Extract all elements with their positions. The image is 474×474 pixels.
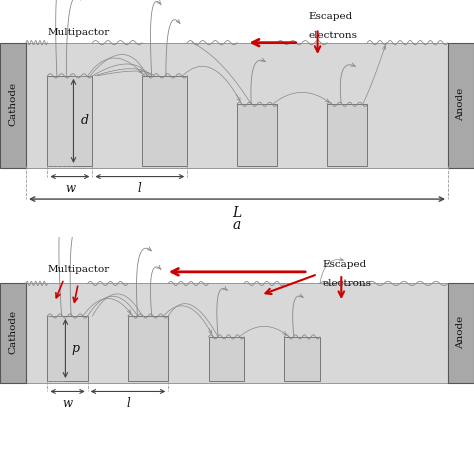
Text: Escaped: Escaped (322, 260, 366, 269)
Text: electrons: electrons (308, 31, 357, 40)
Bar (0, 43, 26, 168)
Text: Escaped: Escaped (308, 12, 352, 21)
Bar (0, 283, 26, 383)
Text: Multipactor: Multipactor (47, 28, 109, 37)
Text: Cathode: Cathode (9, 82, 18, 127)
Text: l: l (138, 182, 142, 195)
Text: electrons: electrons (322, 279, 371, 288)
FancyBboxPatch shape (26, 43, 448, 168)
Bar (284, 337, 320, 381)
Text: Multipactor: Multipactor (47, 265, 109, 274)
Bar (448, 43, 474, 168)
Bar (448, 283, 474, 383)
Text: w: w (63, 397, 73, 410)
Text: w: w (65, 182, 75, 195)
Text: Anode: Anode (456, 88, 465, 121)
Bar (237, 104, 277, 166)
Bar (209, 337, 244, 381)
FancyBboxPatch shape (26, 283, 448, 383)
Text: L: L (232, 206, 242, 220)
Bar (47, 316, 88, 381)
Text: p: p (71, 342, 79, 355)
Bar (128, 316, 168, 381)
Text: Cathode: Cathode (9, 310, 18, 354)
Text: Anode: Anode (456, 316, 465, 349)
Text: d: d (81, 114, 89, 128)
Bar (47, 76, 92, 166)
Text: l: l (126, 397, 130, 410)
Text: a: a (233, 218, 241, 232)
Bar (142, 76, 187, 166)
Bar (327, 104, 367, 166)
